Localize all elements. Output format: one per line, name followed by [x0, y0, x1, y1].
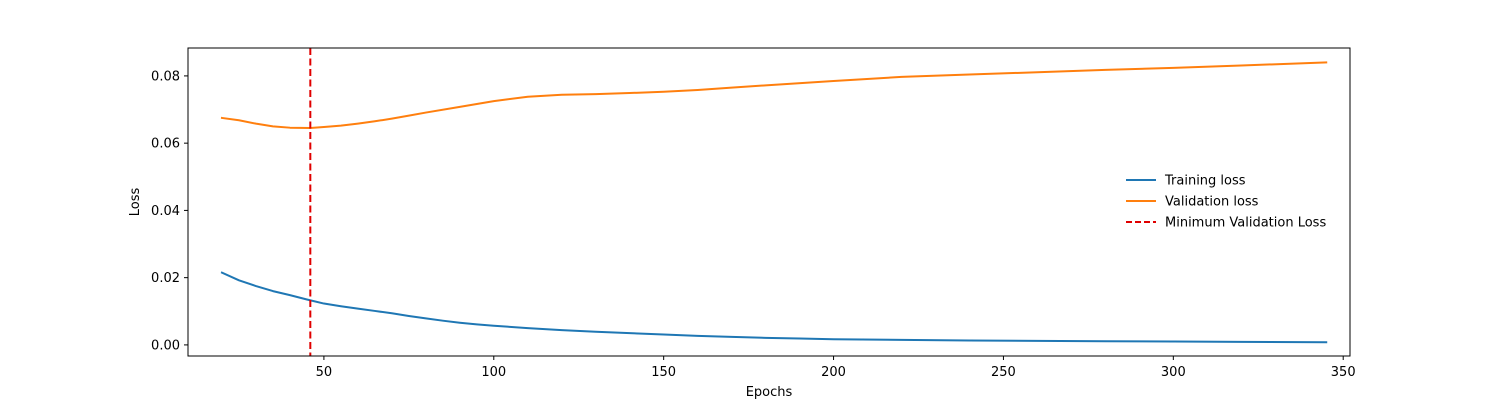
series-line-1 — [220, 271, 1328, 344]
legend-label: Minimum Validation Loss — [1165, 216, 1326, 231]
y-tick-label: 0.00 — [151, 338, 180, 353]
legend-label: Validation loss — [1165, 195, 1259, 210]
x-axis-label: Epochs — [746, 385, 793, 400]
x-tick-label: 50 — [316, 365, 333, 380]
x-tick-label: 100 — [481, 365, 506, 380]
axes: 50 100 150 200 250 300 350 0.00 0.02 0.04 0.06 0.08 — [151, 47, 1356, 380]
x-tick-label: 200 — [821, 365, 846, 380]
x-tick-label: 250 — [991, 365, 1016, 380]
x-tick-label: 350 — [1331, 365, 1356, 380]
y-axis-label: Loss — [128, 188, 143, 217]
axes-frame — [187, 47, 1351, 357]
y-tick-label: 0.02 — [151, 271, 180, 286]
y-tick-label: 0.06 — [151, 137, 180, 152]
y-tick-label: 0.08 — [151, 69, 180, 84]
legend-label: Training loss — [1164, 174, 1246, 189]
plot-area — [220, 48, 1328, 356]
legend: Training loss Validation loss Minimum Vali… — [1126, 174, 1326, 231]
x-tick-label: 150 — [651, 365, 676, 380]
x-tick-label: 300 — [1161, 365, 1186, 380]
y-tick-label: 0.04 — [151, 204, 180, 219]
